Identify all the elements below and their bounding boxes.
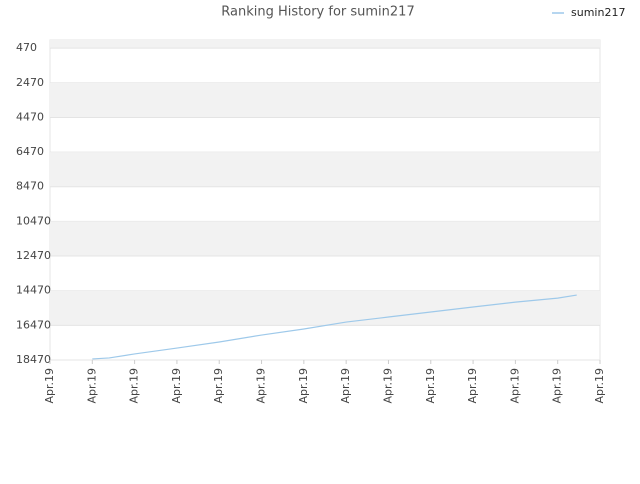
grid-band	[50, 82, 600, 118]
series-line	[92, 294, 577, 360]
x-tick-label: Apr.19	[255, 368, 268, 404]
chart-title: Ranking History for sumin217	[221, 5, 414, 20]
x-tick-label: Apr.19	[508, 368, 521, 404]
grid-band	[50, 152, 600, 187]
y-tick-label: 10470	[16, 214, 51, 227]
x-tick-label: Apr.19	[85, 368, 98, 404]
grid-band	[50, 221, 600, 257]
grid-band	[50, 40, 600, 49]
y-tick-label: 2470	[16, 76, 44, 89]
y-tick-label: 14470	[16, 284, 51, 297]
y-tick-label: 4470	[16, 110, 44, 123]
legend-label: sumin217	[571, 6, 625, 19]
y-tick-label: 18470	[16, 353, 51, 366]
x-tick-label: Apr.19	[212, 368, 225, 404]
x-tick-label: Apr.19	[297, 368, 310, 404]
x-tick-label: Apr.19	[128, 368, 141, 404]
grid-band	[50, 290, 600, 326]
x-tick-label: Apr.19	[424, 368, 437, 404]
y-tick-label: 8470	[16, 180, 44, 193]
x-tick-label: Apr.19	[551, 368, 564, 404]
x-tick-label: Apr.19	[339, 368, 352, 404]
x-tick-label: Apr.19	[381, 368, 394, 404]
y-tick-label: 470	[16, 41, 37, 54]
x-tick-label: Apr.19	[466, 368, 479, 404]
x-tick-label: Apr.19	[170, 368, 183, 404]
y-tick-label: 16470	[16, 318, 51, 331]
x-tick-label: Apr.19	[43, 368, 56, 404]
y-tick-label: 6470	[16, 145, 44, 158]
x-tick-label: Apr.19	[593, 368, 606, 404]
y-tick-label: 12470	[16, 249, 51, 262]
